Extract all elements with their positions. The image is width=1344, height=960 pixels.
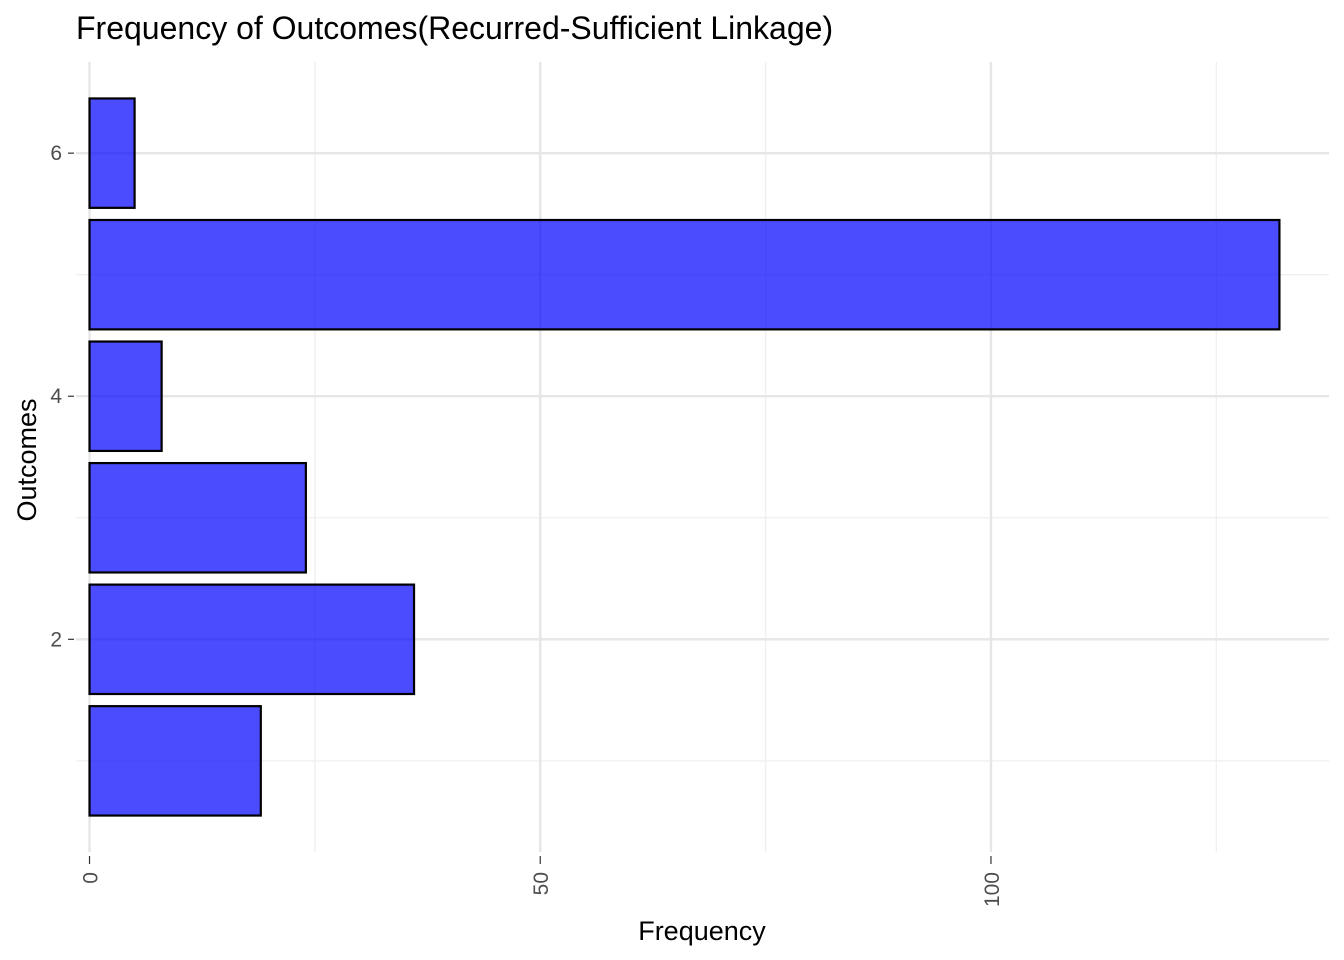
y-tick-label: 6: [50, 142, 62, 165]
bar-outcome-5: [88, 218, 1281, 331]
bars: [88, 97, 1281, 817]
grid-lines: [76, 62, 1329, 852]
x-axis-ticks: 0 50 100: [80, 856, 1004, 907]
x-tick-label: 50: [530, 872, 553, 895]
bar-outcome-4: [88, 340, 163, 453]
bar-outcome-6: [88, 97, 136, 209]
x-tick-label: 100: [981, 872, 1004, 907]
x-axis-title: Frequency: [638, 916, 766, 946]
chart-title: Frequency of Outcomes(Recurred-Sufficien…: [76, 10, 833, 46]
bar-outcome-1: [88, 705, 262, 817]
bar-outcome-2: [88, 583, 416, 696]
y-tick-label: 4: [50, 385, 62, 408]
bar-outcome-3: [88, 461, 307, 574]
y-tick-label: 2: [50, 628, 62, 651]
x-tick-label: 0: [80, 872, 103, 884]
y-axis-ticks: 2 4 6: [50, 142, 74, 651]
y-axis-title: Outcomes: [12, 398, 42, 521]
